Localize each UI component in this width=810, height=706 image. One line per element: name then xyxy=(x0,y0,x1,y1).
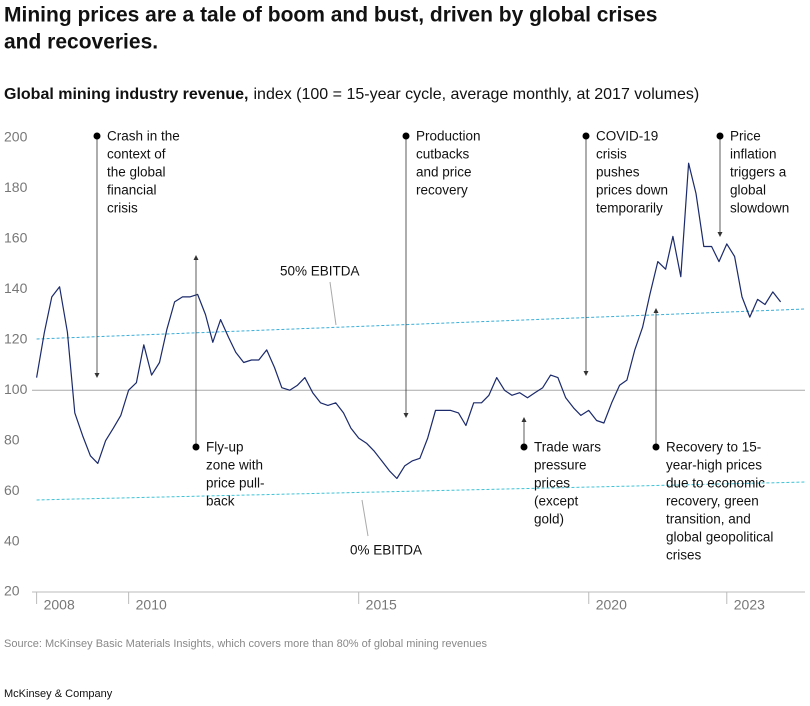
source: Source: McKinsey Basic Materials Insight… xyxy=(4,638,488,650)
data-line xyxy=(36,162,782,480)
annotation-text: cutbacks xyxy=(416,147,470,162)
annotation-text: price pull- xyxy=(206,476,265,491)
x-tick-label: 2020 xyxy=(596,597,627,613)
annotation-text: Crash in the xyxy=(107,129,180,144)
annotation-text: slowdown xyxy=(730,201,789,216)
arrow-head xyxy=(521,417,527,422)
annotation-text: recovery, green xyxy=(666,494,759,509)
x-tick-label: 2023 xyxy=(734,597,765,613)
annotation-text: pressure xyxy=(534,458,587,473)
annotation-text: Production xyxy=(416,129,481,144)
footer: McKinsey & Company xyxy=(4,688,113,700)
y-tick-label: 60 xyxy=(4,482,20,498)
x-tick-label: 2010 xyxy=(136,597,167,613)
annotation-text: context of xyxy=(107,147,166,162)
annotation-text: prices xyxy=(534,476,570,491)
annotation-text: the global xyxy=(107,165,166,180)
annotation-text: COVID-19 xyxy=(596,129,658,144)
ebitda-leader xyxy=(329,281,337,326)
annotation-text: Recovery to 15- xyxy=(666,440,761,455)
annotation-text: prices down xyxy=(596,183,668,198)
subtitle-bold: Global mining industry revenue, xyxy=(4,86,248,103)
annotation-text: global xyxy=(730,183,766,198)
annotation-text: crisis xyxy=(596,147,627,162)
y-tick-label: 180 xyxy=(4,179,28,195)
ebitda-label: 0% EBITDA xyxy=(350,543,422,558)
arrow-head xyxy=(403,413,409,418)
annotation-text: due to economic xyxy=(666,476,765,491)
annotation-text: financial xyxy=(107,183,157,198)
y-tick-label: 100 xyxy=(4,381,28,397)
annotation-dot xyxy=(402,132,410,140)
ebitda-label: 50% EBITDA xyxy=(280,264,360,279)
chart-title: Mining prices are a tale of boom and bus… xyxy=(4,4,657,27)
annotation-text: temporarily xyxy=(596,201,663,216)
annotation-dot xyxy=(652,443,660,451)
annotation-dot xyxy=(93,132,101,140)
y-tick-label: 80 xyxy=(4,431,20,447)
arrow-head xyxy=(717,232,723,237)
x-tick-label: 2008 xyxy=(44,597,75,613)
y-tick-label: 160 xyxy=(4,230,28,246)
y-tick-label: 140 xyxy=(4,280,28,296)
annotation-text: year-high prices xyxy=(666,458,762,473)
arrow-head xyxy=(193,255,199,260)
annotation-dot xyxy=(192,443,200,451)
y-tick-label: 120 xyxy=(4,330,28,346)
y-tick-label: 200 xyxy=(4,129,28,145)
arrow-head xyxy=(94,373,100,378)
arrow-head xyxy=(583,371,589,376)
x-tick-label: 2015 xyxy=(366,597,397,613)
annotation-text: gold) xyxy=(534,512,564,527)
annotation-text: pushes xyxy=(596,165,640,180)
annotation-text: Fly-up xyxy=(206,440,244,455)
annotation-text: crisis xyxy=(107,201,138,216)
annotation-text: Price xyxy=(730,129,761,144)
y-tick-label: 40 xyxy=(4,532,20,548)
annotation-text: Trade wars xyxy=(534,440,601,455)
annotation-text: transition, and xyxy=(666,512,751,527)
annotation-text: triggers a xyxy=(730,165,787,180)
ebitda-line xyxy=(36,481,806,501)
annotation-text: global geopolitical xyxy=(666,530,773,545)
annotation-text: and price xyxy=(416,165,472,180)
ebitda-leader xyxy=(361,499,369,537)
ebitda-line xyxy=(36,308,806,340)
annotation-dot xyxy=(582,132,590,140)
arrow-head xyxy=(653,308,659,313)
annotation-text: zone with xyxy=(206,458,263,473)
annotation-text: crises xyxy=(666,548,702,563)
chart-title: and recoveries. xyxy=(4,31,158,54)
annotation-dot xyxy=(716,132,724,140)
annotation-dot xyxy=(520,443,528,451)
annotation-text: (except xyxy=(534,494,579,509)
y-tick-label: 20 xyxy=(4,583,20,599)
annotation-text: back xyxy=(206,494,235,509)
subtitle: index (100 = 15-year cycle, average mont… xyxy=(253,86,699,103)
chart-subtitle: Global mining industry revenue, index (10… xyxy=(4,86,699,103)
annotation-text: recovery xyxy=(416,183,468,198)
annotation-text: inflation xyxy=(730,147,777,162)
